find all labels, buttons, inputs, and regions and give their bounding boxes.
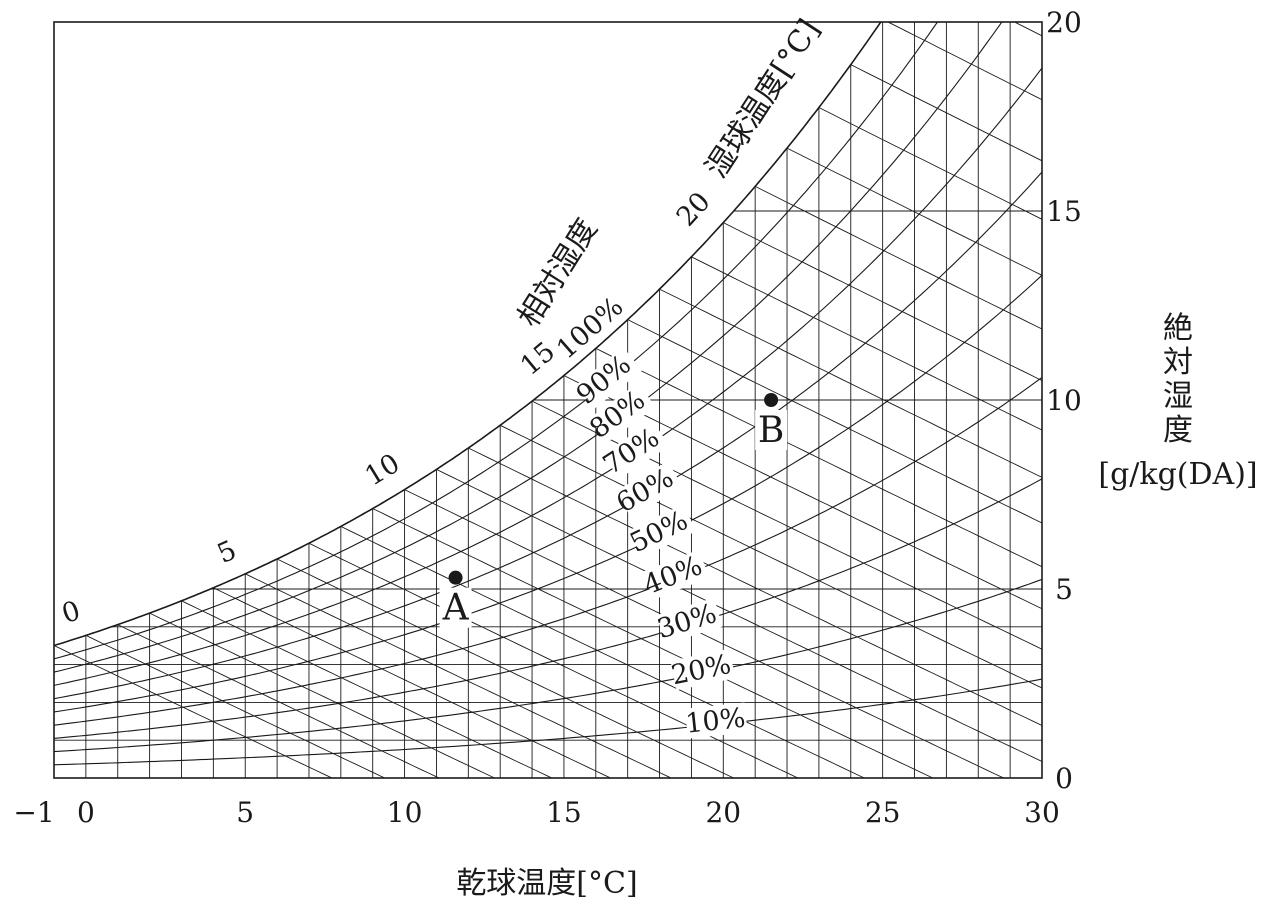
rh-label: 10%	[684, 703, 747, 740]
wet-bulb-line	[882, 22, 1042, 101]
y-axis-title-line: 絶	[1163, 311, 1193, 346]
wet-bulb-line	[627, 319, 1042, 524]
y-axis-title-line: [g/kg(DA)]	[1098, 457, 1257, 492]
rh-curve	[54, 274, 1042, 713]
y-axis-title-line: 湿	[1163, 379, 1193, 414]
wet-bulb-line	[85, 634, 389, 778]
wet-bulb-line	[149, 612, 501, 778]
wet-bulb-line	[404, 489, 1011, 778]
rh-label-mask	[589, 382, 656, 443]
rh-label-mask	[563, 294, 629, 357]
wet-bulb-line	[468, 447, 1042, 726]
wet-bulb-line	[117, 624, 445, 778]
rh-label-mask	[615, 461, 683, 518]
x-tick-label: 10	[387, 796, 423, 829]
y-tick-label: 20	[1046, 6, 1082, 39]
rh-curve	[54, 67, 1042, 686]
rh-curve	[54, 678, 1042, 766]
wet-bulb-line	[308, 542, 804, 778]
rh-curve	[54, 377, 1042, 726]
x-tick-label: 20	[705, 796, 741, 829]
wet-bulb-label: 10	[360, 448, 405, 492]
y-tick-label: 5	[1055, 573, 1073, 606]
y-tick-label: 15	[1046, 195, 1082, 228]
wet-bulb-line	[754, 185, 1042, 330]
rh-label-mask	[670, 648, 736, 691]
rh-curve	[54, 171, 1042, 700]
wet-bulb-line	[276, 558, 740, 778]
x-tick-label: −1	[13, 796, 54, 829]
state-point	[448, 570, 463, 585]
x-tick-label: 0	[77, 796, 95, 829]
wet-bulb-line	[818, 107, 1042, 220]
x-tick-label: 30	[1024, 796, 1060, 829]
y-tick-label: 10	[1046, 384, 1082, 417]
rh-curve	[54, 22, 1042, 660]
rh-label-mask	[642, 549, 710, 600]
rh-label-mask	[576, 347, 642, 409]
wet-bulb-line	[213, 587, 612, 778]
state-point-label: B	[758, 410, 784, 451]
wet-bulb-line	[245, 573, 676, 778]
rh-curve	[54, 478, 1042, 739]
rh-curve	[54, 578, 1042, 753]
rh-label-mask	[602, 420, 670, 479]
point-label-mask	[439, 587, 472, 628]
wet-bulb-label: 5	[213, 535, 241, 570]
wet-bulb-line	[659, 288, 1042, 478]
x-tick-label: 25	[865, 796, 901, 829]
x-tick-label: 5	[236, 796, 254, 829]
rh-label-mask	[629, 504, 697, 558]
wet-bulb-label: 20	[671, 186, 717, 232]
wet-bulb-line	[914, 22, 1042, 37]
wet-bulb-label: 0	[58, 595, 84, 630]
wet-bulb-line	[691, 256, 1042, 431]
wet-bulb-line	[181, 600, 557, 778]
y-tick-label: 0	[1055, 762, 1073, 795]
wet-bulb-line	[723, 222, 1042, 382]
wet-bulb-line	[786, 147, 1042, 276]
rh-label-mask	[684, 702, 748, 739]
wet-bulb-line	[436, 468, 1042, 762]
rh-label-mask	[656, 597, 723, 644]
y-axis-title-line: 対	[1163, 345, 1193, 380]
x-axis-title: 乾球温度[°C]	[456, 866, 637, 901]
plot-frame	[53, 21, 1043, 779]
x-tick-label: 15	[546, 796, 582, 829]
wet-bulb-line	[850, 64, 1042, 162]
y-axis-title-line: 度	[1163, 413, 1193, 448]
state-point	[764, 393, 779, 407]
wet-bulb-line	[340, 525, 867, 778]
wet-bulb-line	[372, 508, 939, 778]
saturation-curve	[53, 21, 882, 647]
wet-bulb-line	[595, 347, 1042, 568]
point-label-mask	[755, 410, 788, 450]
wet-bulb-line	[54, 645, 334, 778]
rh-curve	[54, 22, 1042, 673]
state-point-label: A	[442, 588, 470, 629]
rh-label: 20%	[669, 649, 734, 691]
wet-bulb-line	[500, 424, 1042, 689]
rh-label: 40%	[639, 550, 706, 601]
